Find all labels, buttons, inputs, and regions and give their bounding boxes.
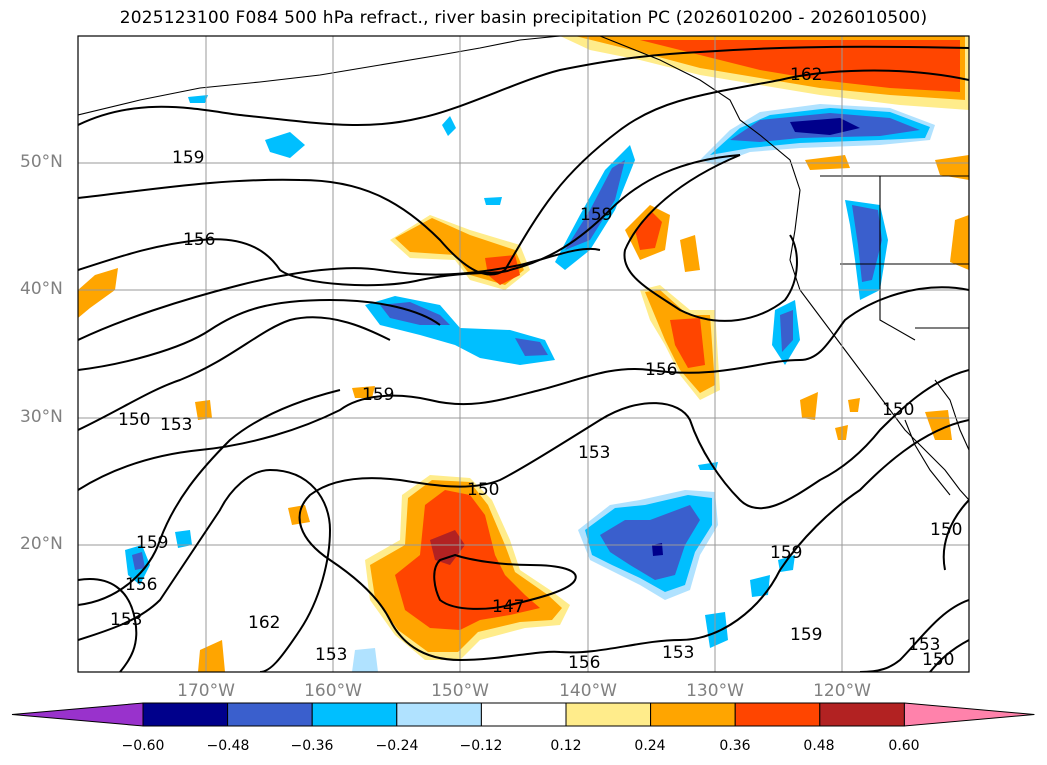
contour-lines [78, 45, 969, 672]
contour-label: 159 [790, 625, 822, 645]
colorbar-segment [142, 702, 229, 727]
colorbar-label: 0.12 [550, 738, 582, 754]
gridlines [78, 36, 969, 672]
colorbar-label: 0.24 [634, 738, 666, 754]
contour-label: 153 [160, 415, 192, 435]
contour-label: 156 [645, 360, 677, 380]
colorbar-label: −0.24 [375, 738, 419, 754]
contour-label: 153 [110, 610, 142, 630]
contour-label: 159 [770, 543, 802, 563]
lat-label-50n: 50°N [20, 152, 63, 172]
lon-label-120w: 120°W [813, 681, 871, 701]
contour-label: 159 [362, 385, 394, 405]
colorbar-segment [227, 702, 313, 727]
contour-label: 150 [882, 400, 914, 420]
lon-label-170w: 170°W [177, 681, 235, 701]
coastlines [78, 36, 969, 501]
map-area: 159 156 159 162 159 150 153 156 153 150 … [78, 36, 969, 673]
contour-label: 162 [790, 65, 822, 85]
contour-label: 156 [183, 230, 215, 250]
colorbar-segment [819, 702, 905, 727]
contour-label: 159 [136, 533, 168, 553]
colorbar-segment [311, 702, 398, 727]
contour-label: 153 [662, 643, 694, 663]
lat-label-40n: 40°N [20, 279, 63, 299]
contour-label: 153 [315, 645, 347, 665]
contour-label: 159 [580, 205, 612, 225]
lon-label-150w: 150°W [431, 681, 489, 701]
contour-label: 162 [248, 613, 280, 633]
contour-label: 150 [922, 650, 954, 670]
contour-label-group: 159 156 159 162 159 150 153 156 153 150 … [110, 65, 962, 673]
colorbar-segment [650, 702, 736, 727]
contour-label: 150 [467, 480, 499, 500]
lon-label-140w: 140°W [559, 681, 617, 701]
lat-label-30n: 30°N [20, 407, 63, 427]
colorbar-label: −0.36 [290, 738, 334, 754]
colorbar-label: 0.36 [719, 738, 751, 754]
contour-label: 153 [578, 443, 610, 463]
lon-label-130w: 130°W [686, 681, 744, 701]
contour-label: 156 [125, 575, 157, 595]
contour-label: 150 [118, 410, 150, 430]
colorbar [11, 702, 1035, 727]
lat-label-20n: 20°N [20, 534, 63, 554]
contour-label: 159 [172, 148, 204, 168]
contour-label: 153 [908, 635, 940, 655]
contour-label: 147 [492, 597, 524, 617]
lon-label-160w: 160°W [304, 681, 362, 701]
colorbar-label: −0.48 [206, 738, 250, 754]
colorbar-segment [11, 702, 144, 727]
colorbar-label: −0.12 [459, 738, 503, 754]
colorbar-segment [480, 702, 567, 727]
colorbar-segment [903, 702, 1035, 727]
map-frame [77, 35, 970, 673]
colorbar-segment [565, 702, 652, 727]
colorbar-segment [734, 702, 821, 727]
colorbar-segment [396, 702, 482, 727]
map-title: 2025123100 F084 500 hPa refract., river … [119, 8, 928, 28]
contour-label: 150 [930, 520, 962, 540]
colorbar-label: 0.48 [803, 738, 835, 754]
contour-label: 156 [568, 653, 600, 673]
colorbar-label: 0.60 [888, 738, 920, 754]
colorbar-label: −0.60 [121, 738, 165, 754]
